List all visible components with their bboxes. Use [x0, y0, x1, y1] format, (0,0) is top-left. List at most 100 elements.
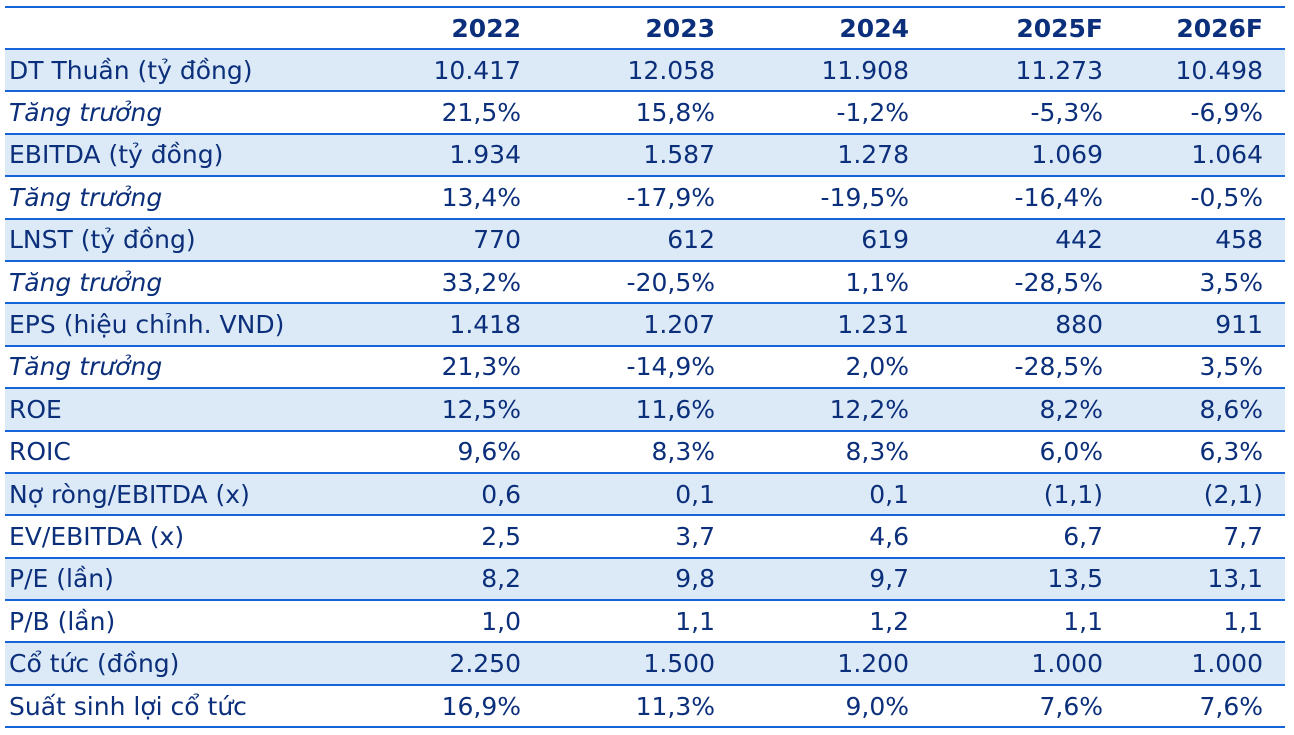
- row-value-2026f: 1,1: [1223, 606, 1263, 636]
- row-value-2026f: 7,6%: [1199, 691, 1263, 721]
- row-value-2025f: 6,7: [1063, 521, 1103, 551]
- table-row: P/B (lần) 1,0 1,1 1,2 1,1 1,1: [5, 601, 1285, 644]
- row-value-2025f: -16,4%: [1014, 182, 1103, 212]
- row-value-2023: 1.207: [643, 310, 715, 340]
- table-row: P/E (lần) 8,2 9,8 9,7 13,5 13,1: [5, 558, 1285, 602]
- header-2024: 2024: [839, 13, 909, 43]
- table-row: Tăng trưởng 13,4% -17,9% -19,5% -16,4% -0,5%: [5, 177, 1285, 220]
- row-value-2026f: 1.064: [1191, 140, 1263, 170]
- row-value-2026f: 911: [1215, 310, 1263, 340]
- row-label: EPS (hiệu chỉnh. VND): [9, 310, 285, 340]
- row-value-2024: 1.200: [837, 649, 909, 679]
- row-value-2024: 1,2: [869, 606, 909, 636]
- header-2023: 2023: [645, 13, 715, 43]
- financial-table: 2022 2023 2024 2025F 2026F DT Thuần (tỷ …: [5, 8, 1285, 729]
- row-value-2024: 2,0%: [845, 352, 909, 382]
- table-row: EBITDA (tỷ đồng) 1.934 1.587 1.278 1.069 1.06…: [5, 134, 1285, 178]
- row-value-2026f: 6,3%: [1199, 437, 1263, 467]
- row-value-2024: 9,7: [869, 564, 909, 594]
- row-value-2025f: (1,1): [1043, 479, 1103, 509]
- row-value-2025f: 7,6%: [1039, 691, 1103, 721]
- row-value-2026f: 7,7: [1223, 521, 1263, 551]
- row-value-2025f: -5,3%: [1030, 98, 1103, 128]
- row-value-2022: 16,9%: [441, 691, 521, 721]
- row-value-2024: 0,1: [869, 479, 909, 509]
- table-row: Tăng trưởng 33,2% -20,5% 1,1% -28,5% 3,5%: [5, 262, 1285, 305]
- row-value-2024: 4,6: [869, 521, 909, 551]
- row-label: Cổ tức (đồng): [9, 649, 180, 679]
- row-value-2022: 21,5%: [441, 98, 521, 128]
- table-row: EV/EBITDA (x) 2,5 3,7 4,6 6,7 7,7: [5, 516, 1285, 559]
- row-value-2025f: 1,1: [1063, 606, 1103, 636]
- row-value-2023: 1,1: [675, 606, 715, 636]
- row-value-2026f: 13,1: [1207, 564, 1263, 594]
- row-value-2022: 770: [473, 225, 521, 255]
- row-value-2024: 12,2%: [829, 394, 909, 424]
- row-value-2023: 9,8: [675, 564, 715, 594]
- row-label: ROIC: [9, 437, 71, 467]
- row-value-2024: 8,3%: [845, 437, 909, 467]
- row-label: EBITDA (tỷ đồng): [9, 140, 224, 170]
- row-label: EV/EBITDA (x): [9, 521, 185, 551]
- row-value-2023: 1.500: [643, 649, 715, 679]
- table-body: DT Thuần (tỷ đồng) 10.417 12.058 11.908 11.2…: [5, 50, 1285, 729]
- row-value-2026f: -0,5%: [1190, 182, 1263, 212]
- row-label: Suất sinh lợi cổ tức: [9, 691, 247, 721]
- table-header-row: 2022 2023 2024 2025F 2026F: [5, 8, 1285, 50]
- row-value-2022: 9,6%: [457, 437, 521, 467]
- row-value-2022: 2,5: [481, 521, 521, 551]
- row-value-2023: 1.587: [643, 140, 715, 170]
- row-value-2022: 1.934: [449, 140, 521, 170]
- row-value-2024: 11.908: [821, 55, 909, 85]
- row-value-2026f: 3,5%: [1199, 352, 1263, 382]
- row-value-2026f: 3,5%: [1199, 267, 1263, 297]
- table-row: DT Thuần (tỷ đồng) 10.417 12.058 11.908 11.2…: [5, 50, 1285, 93]
- row-value-2026f: 458: [1215, 225, 1263, 255]
- row-value-2025f: 1.000: [1031, 649, 1103, 679]
- row-value-2023: 612: [667, 225, 715, 255]
- row-label: Tăng trưởng: [9, 98, 163, 128]
- row-value-2025f: -28,5%: [1014, 352, 1103, 382]
- row-value-2023: 15,8%: [635, 98, 715, 128]
- row-value-2022: 21,3%: [441, 352, 521, 382]
- row-value-2022: 8,2: [481, 564, 521, 594]
- row-value-2024: -19,5%: [820, 182, 909, 212]
- row-value-2025f: 1.069: [1031, 140, 1103, 170]
- row-value-2023: 11,6%: [635, 394, 715, 424]
- row-value-2023: -20,5%: [626, 267, 715, 297]
- table-row: Tăng trưởng 21,5% 15,8% -1,2% -5,3% -6,9%: [5, 92, 1285, 135]
- row-value-2024: -1,2%: [836, 98, 909, 128]
- row-value-2025f: -28,5%: [1014, 267, 1103, 297]
- row-value-2025f: 13,5: [1047, 564, 1103, 594]
- header-2022: 2022: [451, 13, 521, 43]
- row-value-2024: 1,1%: [845, 267, 909, 297]
- row-value-2023: -14,9%: [626, 352, 715, 382]
- row-value-2025f: 6,0%: [1039, 437, 1103, 467]
- header-2026f: 2026F: [1176, 13, 1263, 43]
- row-value-2022: 0,6: [481, 479, 521, 509]
- table-row: ROE 12,5% 11,6% 12,2% 8,2% 8,6%: [5, 389, 1285, 432]
- table-row: Cổ tức (đồng) 2.250 1.500 1.200 1.000 1.000: [5, 643, 1285, 686]
- row-value-2023: 11,3%: [635, 691, 715, 721]
- row-value-2025f: 442: [1055, 225, 1103, 255]
- row-value-2024: 1.278: [837, 140, 909, 170]
- row-value-2022: 2.250: [449, 649, 521, 679]
- row-label: DT Thuần (tỷ đồng): [9, 55, 253, 85]
- row-value-2025f: 11.273: [1015, 55, 1103, 85]
- row-value-2022: 10.417: [433, 55, 521, 85]
- table-top-rule: [5, 6, 1285, 8]
- row-value-2025f: 880: [1055, 310, 1103, 340]
- row-value-2022: 12,5%: [441, 394, 521, 424]
- row-label: Tăng trưởng: [9, 352, 163, 382]
- row-value-2022: 1.418: [449, 310, 521, 340]
- row-value-2026f: 10.498: [1175, 55, 1263, 85]
- table-row: Suất sinh lợi cổ tức 16,9% 11,3% 9,0% 7,6% 7,…: [5, 686, 1285, 729]
- header-2025f: 2025F: [1016, 13, 1103, 43]
- row-value-2024: 9,0%: [845, 691, 909, 721]
- row-value-2022: 1,0: [481, 606, 521, 636]
- row-value-2023: 3,7: [675, 521, 715, 551]
- row-value-2023: -17,9%: [626, 182, 715, 212]
- row-label: Tăng trưởng: [9, 182, 163, 212]
- row-value-2025f: 8,2%: [1039, 394, 1103, 424]
- table-row: LNST (tỷ đồng) 770 612 619 442 458: [5, 219, 1285, 262]
